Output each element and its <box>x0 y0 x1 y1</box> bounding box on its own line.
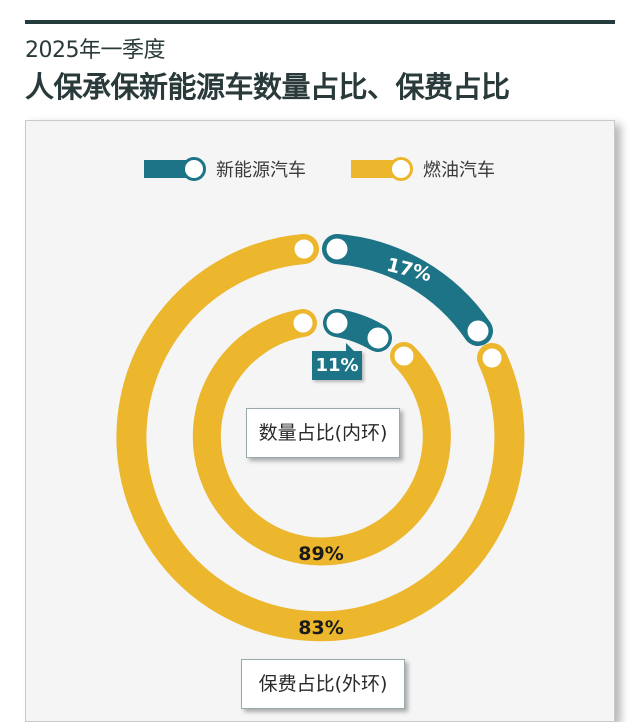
inner-ring-label: 数量占比(内环) <box>246 408 400 458</box>
nested-donut-chart: 17% 89% 83% <box>116 234 525 642</box>
inner-ice-value: 89% <box>298 543 343 565</box>
outer-ice-cap-end <box>291 236 317 262</box>
toggle-knob-icon <box>351 157 413 181</box>
inner-ice-cap-end <box>290 310 316 336</box>
legend-label: 新能源汽车 <box>216 160 306 181</box>
outer-nev-cap-start <box>323 235 351 263</box>
outer-nev-cap-end <box>464 317 492 345</box>
outer-nev-value: 17% <box>384 254 433 286</box>
legend-item-nev: 新能源汽车 <box>144 156 306 182</box>
inner-nev-cap-end <box>364 324 392 352</box>
chart-title: 人保承保新能源车数量占比、保费占比 <box>25 70 510 104</box>
outer-ice-value: 83% <box>298 617 343 639</box>
inner-nev-callout: 11% <box>312 343 362 380</box>
outer-ring-ice-arc <box>116 234 525 642</box>
outer-ice-cap-start <box>479 345 505 371</box>
chart-subtitle: 2025年一季度 <box>25 38 166 63</box>
outer-ring-nev-arc <box>322 234 493 346</box>
toggle-knob-icon <box>144 157 206 181</box>
inner-ring-ice-arc <box>192 309 451 566</box>
top-rule <box>25 20 615 24</box>
inner-nev-cap-start <box>323 309 351 337</box>
outer-ring-label: 保费占比(外环) <box>241 659 405 709</box>
legend-label: 燃油汽车 <box>423 160 495 181</box>
inner-ice-cap-start <box>391 343 417 369</box>
legend-item-ice: 燃油汽车 <box>351 156 495 182</box>
